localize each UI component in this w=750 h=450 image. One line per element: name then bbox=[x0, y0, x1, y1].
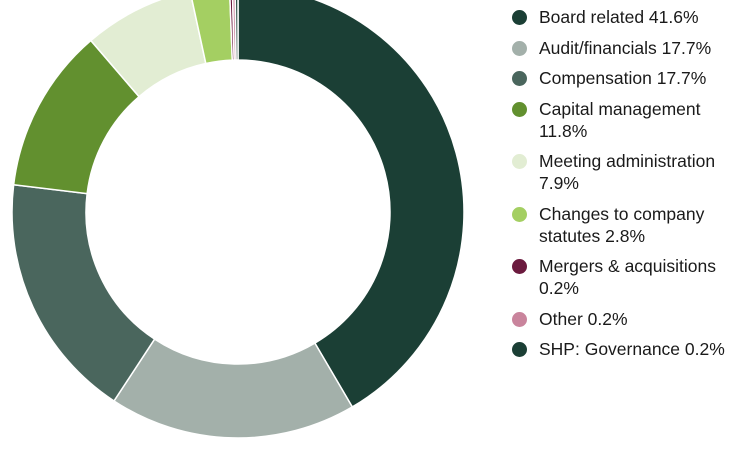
legend-label: Audit/financials 17.7% bbox=[539, 37, 712, 58]
legend-label: Compensation 17.7% bbox=[539, 68, 707, 88]
legend-label: Meeting administration 7.9% bbox=[539, 151, 716, 193]
donut-slice-compensation bbox=[11, 184, 156, 402]
legend-item-mergers-acquisitions: Mergers & acquisitions 0.2% bbox=[512, 255, 744, 299]
legend-item-other: Other 0.2% bbox=[512, 308, 744, 330]
legend-item-board-related: Board related 41.6% bbox=[512, 6, 744, 28]
legend-item-compensation: Compensation 17.7% bbox=[512, 67, 744, 89]
legend-swatch bbox=[512, 259, 527, 274]
donut-slice-audit-financials bbox=[113, 338, 354, 439]
legend-swatch bbox=[512, 40, 527, 56]
legend-item-changes-to-company-statutes: Changes to company statutes 2.8% bbox=[512, 203, 744, 247]
legend-label: Capital management 11.8% bbox=[539, 98, 701, 141]
donut-chart bbox=[11, 0, 465, 439]
legend-swatch bbox=[512, 154, 527, 169]
legend-swatch bbox=[512, 71, 527, 86]
legend-label: Other 0.2% bbox=[539, 308, 628, 329]
legend-item-audit-financials: Audit/financials 17.7% bbox=[512, 37, 744, 59]
chart-legend: Board related 41.6% Audit/financials 17.7… bbox=[512, 6, 744, 369]
legend-item-shp-governance: SHP: Governance 0.2% bbox=[512, 338, 744, 360]
legend-swatch bbox=[512, 342, 527, 357]
legend-swatch bbox=[512, 206, 527, 222]
legend-item-meeting-administration: Meeting administration 7.9% bbox=[512, 150, 744, 194]
legend-label: Changes to company statutes 2.8% bbox=[539, 203, 705, 246]
legend-swatch bbox=[512, 10, 527, 25]
legend-swatch bbox=[512, 101, 527, 117]
donut-slice-board-related bbox=[237, 0, 465, 408]
legend-label: SHP: Governance 0.2% bbox=[539, 339, 725, 359]
legend-swatch bbox=[512, 311, 527, 327]
legend-label: Mergers & acquisitions 0.2% bbox=[539, 256, 717, 298]
donut-slice-shp-governance bbox=[234, 0, 239, 61]
legend-label: Board related 41.6% bbox=[539, 7, 699, 27]
legend-item-capital-management: Capital management 11.8% bbox=[512, 98, 744, 142]
